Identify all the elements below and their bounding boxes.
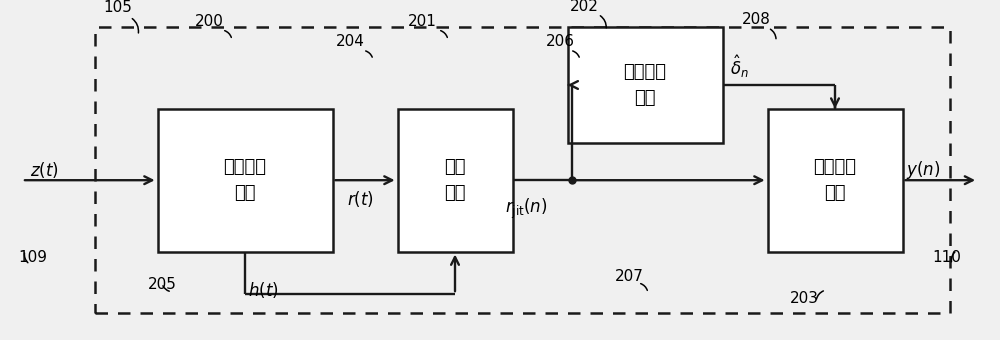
Text: $h(t)$: $h(t)$	[248, 280, 279, 300]
Text: $y(n)$: $y(n)$	[906, 159, 940, 181]
Text: $z(t)$: $z(t)$	[30, 160, 59, 180]
Text: 201: 201	[408, 14, 437, 29]
Text: 203: 203	[790, 291, 819, 306]
Text: 抖动序列
估计: 抖动序列 估计	[624, 63, 666, 107]
Text: 105: 105	[103, 0, 132, 15]
Bar	[158, 109, 332, 252]
Bar	[398, 109, 512, 252]
Text: 207: 207	[615, 269, 644, 284]
Bar	[568, 27, 722, 143]
Text: 110: 110	[932, 250, 961, 265]
Text: 109: 109	[18, 250, 47, 265]
Text: $r_{\mathrm{jit}}(n)$: $r_{\mathrm{jit}}(n)$	[505, 197, 547, 221]
Text: 205: 205	[148, 277, 177, 292]
Text: 206: 206	[546, 34, 575, 49]
Text: 202: 202	[570, 0, 599, 14]
Bar	[768, 109, 902, 252]
Text: $r(t)$: $r(t)$	[347, 189, 374, 209]
Bar	[95, 27, 950, 313]
Text: 204: 204	[336, 34, 365, 49]
Text: 时钟抖动
消除: 时钟抖动 消除	[814, 158, 856, 202]
Text: $\hat{\delta}_n$: $\hat{\delta}_n$	[730, 53, 749, 80]
Text: 208: 208	[742, 12, 771, 27]
Text: 200: 200	[195, 14, 224, 29]
Text: 参考信号
注入: 参考信号 注入	[224, 158, 266, 202]
Text: 模数
转换: 模数 转换	[444, 158, 466, 202]
